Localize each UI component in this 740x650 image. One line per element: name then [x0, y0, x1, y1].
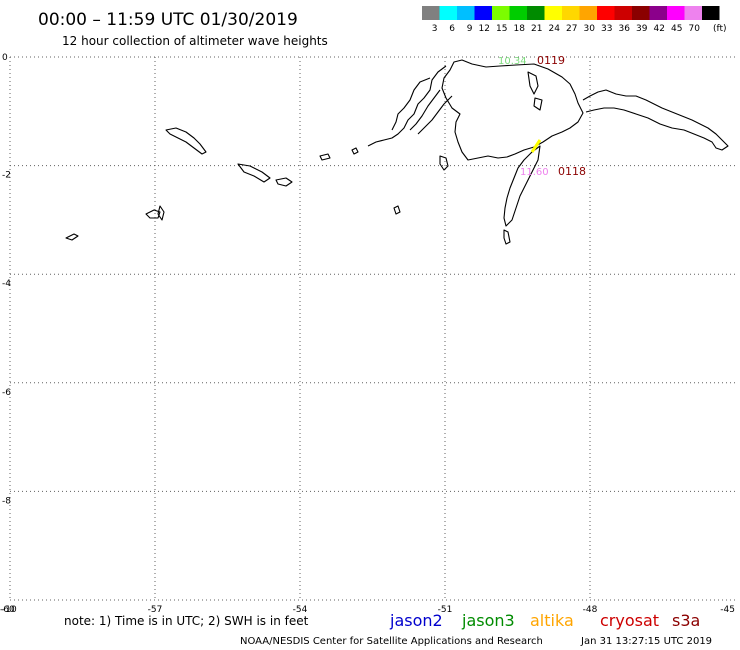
legend-tick-label: 33	[601, 24, 612, 34]
legend-swatch	[579, 6, 597, 20]
legend-swatch	[614, 6, 632, 20]
island-6	[65, 233, 79, 241]
legend-tick-label: 27	[566, 24, 577, 34]
legend-swatch	[597, 6, 615, 20]
legend-swatch	[474, 6, 492, 20]
footer-note: note: 1) Time is in UTC; 2) SWH is in fe…	[64, 614, 309, 628]
coastline-west-inlets	[367, 65, 453, 147]
legend-tick-label: 18	[514, 24, 526, 34]
satellite-key: jason2 jason3 altika cryosat s3a	[389, 611, 700, 630]
legend-swatch	[649, 6, 667, 20]
legend-tick-label: 9	[467, 24, 473, 34]
legend-swatch	[684, 6, 702, 20]
island-5	[157, 205, 165, 221]
island-1	[165, 127, 207, 155]
legend-tick-label: 36	[619, 24, 631, 34]
altimeter-track-segment	[530, 139, 542, 153]
legend-tick-label: 70	[689, 24, 701, 34]
legend-swatch	[702, 6, 720, 20]
satellite-label-jason3: jason3	[461, 611, 515, 630]
island-2	[237, 163, 271, 183]
y-tick-label: -10	[2, 605, 17, 615]
satellite-label-s3a: s3a	[672, 611, 700, 630]
legend-swatch	[492, 6, 510, 20]
x-tick-label: -54	[293, 605, 308, 615]
legend-tick-label: 12	[479, 24, 490, 34]
page-subtitle: 12 hour collection of altimeter wave hei…	[62, 34, 328, 48]
coastline-inner-lake	[527, 71, 539, 95]
legend-tick-label: 24	[549, 24, 561, 34]
track-time-north: 0119	[537, 54, 565, 67]
y-tick-label: -8	[2, 496, 11, 506]
track-time-south: 0118	[558, 165, 586, 178]
x-tick-label: -48	[583, 605, 598, 615]
legend-swatch	[667, 6, 685, 20]
legend-swatch	[439, 6, 457, 20]
footer-timestamp: Jan 31 13:27:15 UTC 2019	[580, 636, 712, 647]
legend-tick-label: 39	[636, 24, 648, 34]
map-gridlines	[9, 56, 735, 601]
legend-tick-label: 21	[531, 24, 542, 34]
altimeter-track-labels: 10.34 0119 11.60 0118	[498, 54, 586, 178]
x-tick-label: -60	[0, 605, 15, 615]
legend-tick-label: 30	[584, 24, 596, 34]
y-tick-label: 0	[2, 53, 8, 63]
page-title: 00:00 – 11:59 UTC 01/30/2019	[38, 10, 298, 30]
wave-height-legend: 3 6 9 12 15 18 21 24 27 30 33 36 39 42 45 70	[422, 6, 720, 34]
legend-unit: (ft)	[713, 24, 727, 34]
satellite-label-altika: altika	[530, 611, 574, 630]
footer-credit: NOAA/NESDIS Center for Satellite Applica…	[240, 636, 543, 647]
x-tick-label: -51	[438, 605, 453, 615]
legend-tick-label: 15	[496, 24, 507, 34]
y-tick-label: -2	[2, 171, 11, 181]
map-panel: -60 -57 -54 -51 -48 -45 0 -2 -4 -6 -8 -10	[0, 53, 735, 615]
track-value-north: 10.34	[498, 56, 527, 67]
island-11	[351, 147, 359, 155]
island-8	[393, 205, 401, 215]
y-tick-label: -4	[2, 279, 11, 289]
satellite-label-jason2: jason2	[389, 611, 443, 630]
coastline-east-arm	[582, 89, 729, 151]
island-9	[439, 155, 449, 171]
legend-tick-label: 3	[432, 24, 438, 34]
track-value-south: 11.60	[520, 167, 549, 178]
legend-swatch	[457, 6, 475, 20]
coastline-inner-lake-2	[533, 97, 543, 111]
legend-swatch	[527, 6, 545, 20]
legend-tick-label: 45	[671, 24, 682, 34]
x-tick-labels: -60 -57 -54 -51 -48 -45	[0, 605, 735, 615]
legend-swatch	[544, 6, 562, 20]
legend-tick-label: 6	[449, 24, 455, 34]
y-tick-label: -6	[2, 388, 11, 398]
map-frame	[10, 57, 735, 600]
legend-swatch	[422, 6, 440, 20]
legend-swatch	[562, 6, 580, 20]
x-tick-label: -57	[148, 605, 163, 615]
island-7	[319, 153, 331, 161]
legend-swatch	[509, 6, 527, 20]
island-3	[275, 177, 293, 187]
x-tick-label: -45	[720, 605, 735, 615]
satellite-label-cryosat: cryosat	[600, 611, 659, 630]
island-10	[503, 229, 511, 245]
legend-swatch	[632, 6, 650, 20]
legend-tick-label: 42	[654, 24, 665, 34]
y-tick-labels: 0 -2 -4 -6 -8 -10	[2, 53, 17, 615]
coastline-south-peninsula	[503, 145, 541, 227]
